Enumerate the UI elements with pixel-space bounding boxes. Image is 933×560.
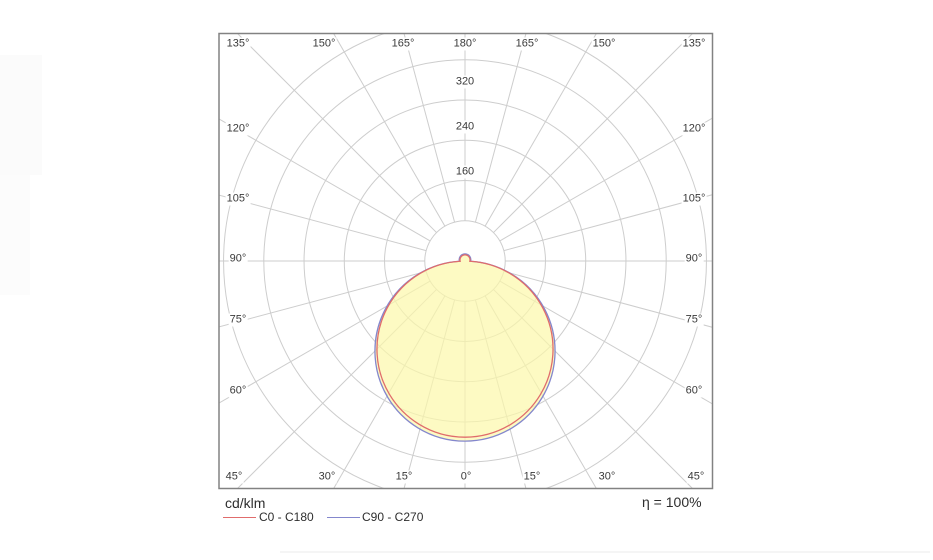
ring-value-label: 320 [453, 75, 477, 89]
angle-label: 135° [225, 37, 251, 51]
angle-label: 120° [225, 122, 251, 136]
ring-value-label: 160 [453, 165, 477, 179]
angle-label: 45° [686, 470, 706, 484]
angle-label: 75° [228, 313, 248, 327]
units-label: cd/klm [225, 495, 266, 511]
angle-label: 165° [390, 37, 416, 51]
angle-label: 135° [681, 37, 707, 51]
angle-label: 30° [597, 470, 617, 484]
angle-label: 150° [591, 37, 617, 51]
legend-line-c0-icon [223, 517, 256, 518]
angle-label: 15° [394, 470, 414, 484]
angle-label: 105° [225, 192, 251, 206]
legend-label-c0: C0 - C180 [259, 510, 314, 524]
legend-label-c90: C90 - C270 [362, 510, 424, 524]
angle-label: 45° [224, 470, 244, 484]
angle-label: 15° [522, 470, 542, 484]
angle-label: 90° [228, 252, 248, 266]
angle-label: 90° [684, 252, 704, 266]
angle-label: 60° [228, 384, 248, 398]
angle-label: 0° [459, 470, 473, 484]
angle-label: 180° [452, 37, 478, 51]
angle-label: 165° [514, 37, 540, 51]
ring-value-label: 240 [453, 120, 477, 134]
angle-label: 30° [317, 470, 337, 484]
angle-label: 150° [311, 37, 337, 51]
efficiency-label: η = 100% [642, 494, 702, 510]
angle-label: 120° [681, 122, 707, 136]
angle-label: 75° [684, 313, 704, 327]
angle-label: 60° [684, 384, 704, 398]
legend-line-c90-icon [327, 517, 360, 518]
angle-label: 105° [681, 192, 707, 206]
